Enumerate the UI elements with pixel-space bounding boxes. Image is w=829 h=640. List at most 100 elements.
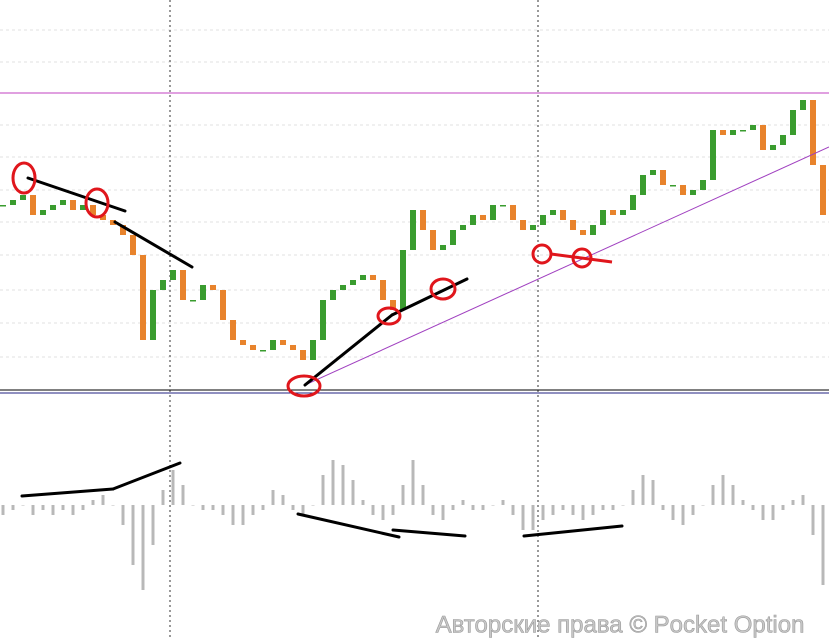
candle <box>130 235 136 255</box>
oscillator-bar <box>361 500 365 505</box>
oscillator-bar <box>291 505 295 510</box>
oscillator-bar <box>341 465 345 505</box>
candle <box>490 205 496 220</box>
candle <box>170 270 176 280</box>
oscillator-bar <box>561 505 565 510</box>
oscillator-bar <box>521 505 525 530</box>
oscillator-bar <box>101 495 105 505</box>
annotation-line <box>550 252 613 264</box>
candle <box>460 225 466 230</box>
oscillator-bar <box>51 505 55 515</box>
candle <box>0 205 6 207</box>
oscillator-bar <box>501 500 505 505</box>
candle <box>480 215 486 220</box>
oscillator-bar <box>771 505 775 520</box>
oscillator-bar <box>131 505 135 565</box>
oscillator-bar <box>161 490 165 505</box>
candle <box>230 320 236 340</box>
candle <box>200 285 206 300</box>
candle <box>260 350 266 352</box>
oscillator-bar <box>251 505 255 515</box>
oscillator-bar <box>791 500 795 505</box>
oscillator-bar <box>761 505 765 520</box>
oscillator-bar <box>351 480 355 505</box>
oscillator-bar <box>231 505 235 525</box>
oscillator-bar <box>591 505 595 515</box>
oscillator-bar <box>181 485 185 505</box>
candle <box>560 210 566 220</box>
annotation-circle <box>376 306 402 326</box>
candle <box>500 205 506 207</box>
candle <box>600 210 606 225</box>
candle <box>680 185 686 195</box>
candle <box>440 245 446 250</box>
oscillator-bar <box>461 500 465 505</box>
candle <box>730 130 736 135</box>
candle <box>360 275 366 280</box>
candle <box>810 100 816 165</box>
candle <box>340 285 346 290</box>
oscillator-bar <box>41 505 45 510</box>
candle <box>550 210 556 215</box>
oscillator-bar <box>281 495 285 505</box>
candle <box>40 210 46 215</box>
oscillator-bar <box>531 505 535 530</box>
oscillator-bar <box>241 505 245 525</box>
oscillator-bar <box>21 505 25 506</box>
annotation-line <box>113 220 194 269</box>
oscillator-bar <box>631 490 635 505</box>
candle <box>760 125 766 150</box>
annotation-line <box>111 461 182 491</box>
candle <box>780 135 786 145</box>
candle <box>70 200 76 210</box>
candle <box>380 280 386 300</box>
candle <box>800 100 806 110</box>
candle <box>710 130 716 180</box>
oscillator-bar <box>311 505 315 506</box>
oscillator-bar <box>81 505 85 510</box>
oscillator-bar <box>151 505 155 545</box>
oscillator-bar <box>71 505 75 515</box>
candle <box>60 200 66 205</box>
oscillator-bar <box>821 505 825 585</box>
grid <box>0 29 829 358</box>
oscillator-bar <box>511 505 515 515</box>
annotations <box>11 161 613 398</box>
oscillator-bar <box>1 505 5 515</box>
candle <box>650 170 656 175</box>
candle <box>320 300 326 340</box>
oscillator-bar <box>781 505 785 510</box>
candle <box>700 180 706 190</box>
candle <box>520 220 526 230</box>
annotation-line <box>522 524 624 538</box>
candle <box>90 205 96 215</box>
candle <box>630 195 636 210</box>
oscillator-bar <box>611 505 615 510</box>
candle <box>530 225 536 230</box>
candle <box>770 145 776 150</box>
annotation-circle <box>531 243 553 265</box>
oscillator-bar <box>61 505 65 510</box>
annotation-line <box>391 528 467 538</box>
oscillator-bar <box>141 505 145 590</box>
candle <box>570 220 576 230</box>
oscillator-bar <box>391 505 395 515</box>
candle <box>50 205 56 210</box>
oscillator-bar <box>491 505 495 506</box>
candle <box>20 195 26 200</box>
oscillator-bar <box>451 505 455 510</box>
oscillator-bar <box>211 505 215 510</box>
oscillator-bar <box>191 505 195 506</box>
candle <box>100 215 106 220</box>
oscillator-bar <box>371 505 375 515</box>
candle <box>280 340 286 345</box>
candle <box>660 170 666 185</box>
annotation-circle <box>286 374 322 398</box>
candle <box>350 280 356 285</box>
candle <box>220 290 226 320</box>
candle <box>640 175 646 195</box>
oscillator-bar <box>651 480 655 505</box>
candle <box>590 225 596 235</box>
annotation-circle <box>84 187 110 219</box>
